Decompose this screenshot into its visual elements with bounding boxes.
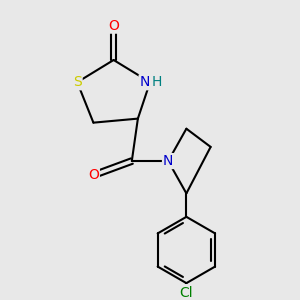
Text: O: O <box>108 19 119 33</box>
Text: O: O <box>88 168 99 182</box>
Text: H: H <box>152 75 162 89</box>
Text: N: N <box>140 75 150 89</box>
Text: N: N <box>163 154 173 168</box>
Text: Cl: Cl <box>180 286 193 300</box>
Text: S: S <box>73 75 82 89</box>
